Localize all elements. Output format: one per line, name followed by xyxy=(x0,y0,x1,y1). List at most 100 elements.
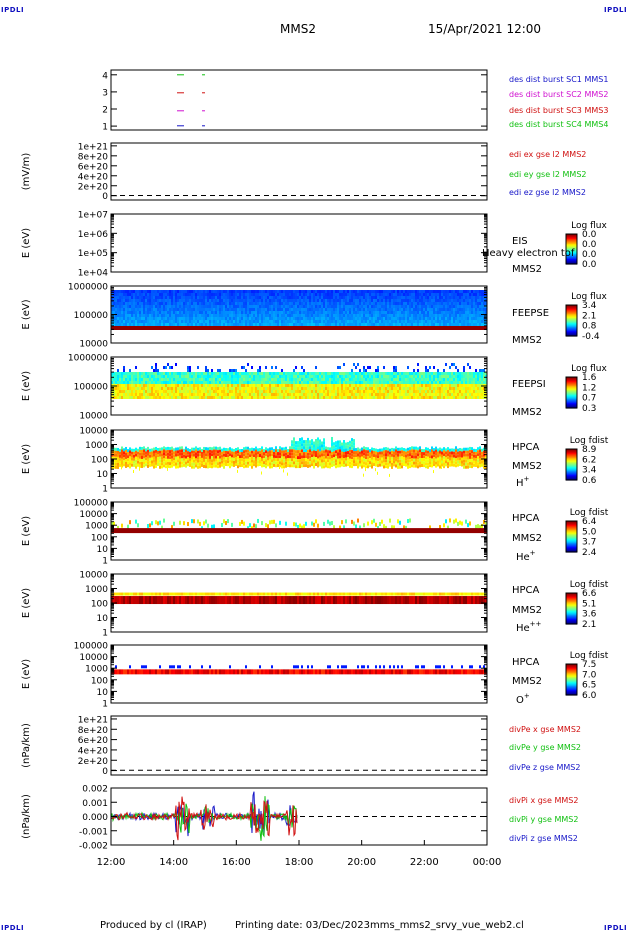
flux-cell xyxy=(371,302,373,305)
flux-cell xyxy=(301,320,303,323)
flux-cell xyxy=(469,366,471,369)
flux-cell xyxy=(207,387,209,390)
flux-cell xyxy=(285,290,287,293)
flux-cell xyxy=(355,320,357,323)
flux-cell xyxy=(145,384,147,387)
flux-cell xyxy=(139,452,141,456)
flux-cell xyxy=(141,305,143,308)
flux-cell xyxy=(283,293,285,296)
flux-cell xyxy=(425,396,427,399)
flux-cell xyxy=(181,375,183,378)
flux-cell xyxy=(305,378,307,381)
flux-cell xyxy=(329,317,331,320)
flux-cell xyxy=(189,396,191,399)
flux-cell xyxy=(207,314,209,317)
flux-cell xyxy=(141,381,143,384)
flux-cell xyxy=(215,381,217,384)
flux-cell xyxy=(321,317,323,320)
flux-cell xyxy=(271,378,273,381)
flux-cell xyxy=(237,450,239,454)
flux-cell xyxy=(177,290,179,293)
flux-cell xyxy=(351,323,353,326)
flux-cell xyxy=(461,372,463,375)
flux-cell xyxy=(275,384,277,387)
flux-cell xyxy=(135,293,137,296)
flux-cell xyxy=(221,311,223,314)
flux-cell xyxy=(315,323,317,326)
flux-cell xyxy=(115,393,117,396)
flux-cell xyxy=(449,305,451,308)
flux-cell xyxy=(205,305,207,308)
flux-cell xyxy=(219,387,221,390)
flux-cell xyxy=(427,305,429,308)
flux-cell xyxy=(429,387,431,390)
flux-cell xyxy=(467,393,469,396)
flux-cell xyxy=(295,372,297,375)
flux-cell xyxy=(189,293,191,296)
flux-cell xyxy=(173,317,175,320)
flux-cell xyxy=(279,378,281,381)
flux-cell xyxy=(189,308,191,311)
flux-cell xyxy=(259,381,261,384)
flux-cell xyxy=(447,296,449,299)
flux-cell xyxy=(357,375,359,378)
flux-cell xyxy=(127,384,129,387)
flux-cell xyxy=(391,293,393,296)
flux-cell xyxy=(265,290,267,293)
flux-cell xyxy=(275,381,277,384)
flux-cell xyxy=(423,387,425,390)
flux-cell xyxy=(265,299,267,302)
flux-cell xyxy=(201,323,203,326)
flux-cell xyxy=(377,299,379,302)
flux-cell xyxy=(161,308,163,311)
flux-cell xyxy=(243,302,245,305)
flux-cell xyxy=(341,393,343,396)
flux-cell xyxy=(393,387,395,390)
flux-cell xyxy=(331,290,333,293)
flux-cell xyxy=(323,387,325,390)
flux-cell xyxy=(119,448,121,452)
flux-cell xyxy=(453,311,455,314)
flux-cell xyxy=(175,462,177,466)
flux-cell xyxy=(189,460,191,464)
flux-cell xyxy=(257,390,259,393)
flux-cell xyxy=(137,463,139,467)
flux-cell xyxy=(417,387,419,390)
flux-cell xyxy=(423,311,425,314)
flux-cell xyxy=(167,458,169,462)
flux-cell xyxy=(371,384,373,387)
flux-cell xyxy=(391,308,393,311)
flux-cell xyxy=(141,323,143,326)
flux-cell xyxy=(369,305,371,308)
flux-cell xyxy=(229,393,231,396)
flux-cell xyxy=(397,311,399,314)
flux-cell xyxy=(427,396,429,399)
flux-cell xyxy=(167,384,169,387)
flux-cell xyxy=(375,302,377,305)
flux-cell xyxy=(423,293,425,296)
flux-cell xyxy=(407,372,409,375)
flux-cell xyxy=(403,323,405,326)
flux-cell xyxy=(133,375,135,378)
flux-cell xyxy=(231,296,233,299)
flux-cell xyxy=(185,464,187,468)
flux-cell xyxy=(173,448,175,452)
flux-cell xyxy=(203,320,205,323)
flux-cell xyxy=(367,387,369,390)
flux-cell xyxy=(269,314,271,317)
flux-cell xyxy=(467,381,469,384)
flux-cell xyxy=(311,378,313,381)
flux-cell xyxy=(415,378,417,381)
flux-cell xyxy=(361,375,363,378)
flux-cell xyxy=(475,308,477,311)
flux-cell xyxy=(477,396,479,399)
flux-cell xyxy=(155,302,157,305)
flux-cell xyxy=(285,390,287,393)
flux-cell xyxy=(227,463,229,467)
flux-cell xyxy=(375,372,377,375)
flux-cell xyxy=(381,387,383,390)
flux-cell xyxy=(215,384,217,387)
flux-cell xyxy=(165,459,167,463)
flux-cell xyxy=(381,296,383,299)
flux-cell xyxy=(229,459,231,463)
